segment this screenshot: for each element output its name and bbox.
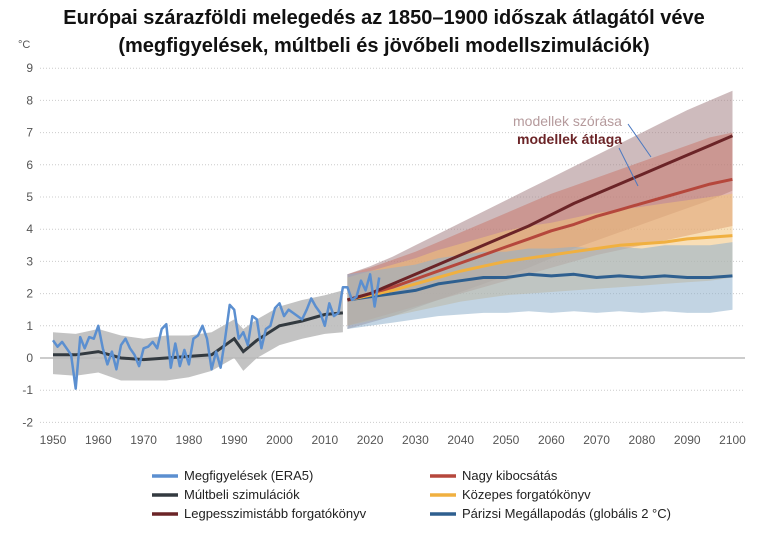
legend-label: Közepes forgatókönyv: [462, 487, 591, 502]
x-tick-label: 2100: [719, 433, 746, 447]
x-tick-label: 2040: [447, 433, 474, 447]
annotation-mean: modellek átlaga: [517, 131, 622, 147]
grid: [40, 67, 745, 423]
legend-label: Legpesszimistább forgatókönyv: [184, 506, 367, 521]
legend-label: Megfigyelések (ERA5): [184, 468, 313, 483]
y-tick-label: 4: [26, 222, 33, 236]
y-tick-label: 8: [26, 93, 33, 107]
scenario-mean-line: [347, 234, 733, 302]
x-tick-label: 2080: [629, 433, 656, 447]
x-tick-label: 2010: [311, 433, 338, 447]
x-tick-label: 2020: [357, 433, 384, 447]
y-axis-unit: °C: [18, 39, 30, 51]
y-tick-label: 5: [26, 190, 33, 204]
x-tick-label: 1990: [221, 433, 248, 447]
scenario-mean-line: [347, 272, 733, 302]
bands: [53, 90, 733, 381]
x-tick-label: 2000: [266, 433, 293, 447]
legend-label: Párizsi Megállapodás (globális 2 °C): [462, 506, 671, 521]
chart-title: Európai szárazföldi melegedés az 1850–19…: [63, 7, 704, 29]
annotations: modellek szórása modellek átlaga: [513, 113, 652, 187]
x-tick-label: 1950: [40, 433, 67, 447]
scenario-mean-line: [346, 177, 733, 302]
x-tick-label: 2030: [402, 433, 429, 447]
ticks: -2 -1 0 1 2 3 4 5 6 7 8 9 1950 1960 1970 1980 1990 2000 20…: [22, 61, 746, 447]
observations-line: [51, 273, 381, 390]
x-tick-label: 2070: [583, 433, 610, 447]
y-tick-label: -1: [22, 383, 33, 397]
annotation-arrow-spread: [627, 123, 652, 158]
x-tick-label: 2050: [493, 433, 520, 447]
y-tick-label: 1: [26, 319, 33, 333]
y-tick-label: 9: [26, 61, 33, 75]
y-tick-label: -2: [22, 415, 33, 429]
y-tick-label: 7: [26, 126, 33, 140]
scenario-mean-line: [346, 134, 734, 302]
legend: Megfigyelések (ERA5) Nagy kibocsátás Múltb…: [152, 468, 671, 521]
annotation-arrow-mean: [618, 147, 639, 187]
x-tick-label: 2090: [674, 433, 701, 447]
lines: [51, 134, 734, 390]
x-tick-label: 1980: [176, 433, 203, 447]
x-tick-label: 1960: [85, 433, 112, 447]
legend-label: Nagy kibocsátás: [462, 468, 558, 483]
historical-mean-line: [53, 311, 344, 362]
x-tick-label: 1970: [130, 433, 157, 447]
y-tick-label: 6: [26, 158, 33, 172]
x-tick-label: 2060: [538, 433, 565, 447]
chart-subtitle: (megfigyelések, múltbeli és jövőbeli mod…: [118, 35, 649, 57]
y-tick-label: 3: [26, 254, 33, 268]
y-tick-label: 2: [26, 287, 33, 301]
annotation-spread: modellek szórása: [513, 113, 622, 129]
y-tick-label: 0: [26, 351, 33, 365]
legend-label: Múltbeli szimulációk: [184, 487, 300, 502]
